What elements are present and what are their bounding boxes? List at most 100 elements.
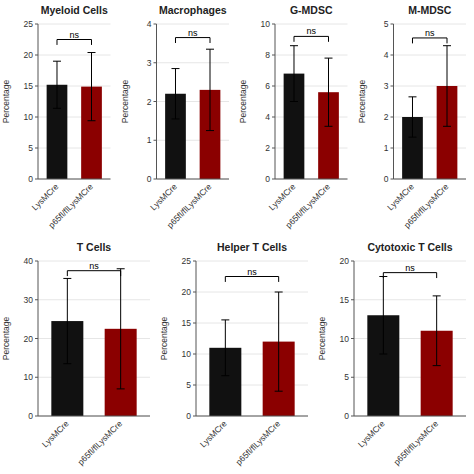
- axis-label: Percentage: [357, 79, 367, 123]
- error-bar: [408, 97, 416, 137]
- grid-line: [394, 55, 467, 56]
- tick-label: 20: [340, 256, 350, 266]
- tick-label: 3: [384, 81, 389, 91]
- y-axis: [196, 261, 197, 416]
- grid-line: [275, 179, 348, 180]
- grid-line: [157, 179, 230, 180]
- tick-label: 40: [24, 256, 34, 266]
- tick-label: LysMCre: [148, 181, 179, 212]
- error-bar: [63, 278, 71, 363]
- tick-label: 4: [384, 50, 389, 60]
- panel: T Cells010203040PercentagensLysMCrep65fl…: [1, 241, 150, 467]
- error-bar: [53, 61, 61, 108]
- tick-label: 5: [384, 19, 389, 29]
- tick-label: 25: [24, 19, 34, 29]
- error-bar: [433, 296, 441, 366]
- tick-label: 2: [265, 143, 270, 153]
- panel: Helper T Cells0510152025PercentagensLysM…: [159, 241, 308, 467]
- error-bar: [171, 69, 179, 119]
- annotation: ns: [405, 263, 415, 273]
- grid-line: [394, 179, 467, 180]
- error-bar: [88, 53, 96, 121]
- figure: Myeloid Cells0510152025PercentagensLysMC…: [0, 0, 474, 474]
- tick-label: p65fl/flLysMCre: [234, 418, 283, 467]
- tick-label: 10: [24, 112, 34, 122]
- tick-label: 10: [340, 334, 350, 344]
- grid-line: [394, 24, 467, 25]
- x-axis: [394, 179, 467, 180]
- bracket: [225, 277, 278, 282]
- grid-line: [157, 62, 230, 63]
- tick-label: 0: [28, 174, 33, 184]
- tick-label: p65fl/flLysMCre: [76, 418, 125, 467]
- marks: [209, 277, 294, 417]
- tick-label: LysMCre: [198, 418, 229, 449]
- grid-line: [275, 24, 348, 25]
- tick-label: 3: [147, 58, 152, 68]
- grid-line: [275, 55, 348, 56]
- bracket: [175, 38, 210, 43]
- y-axis: [38, 261, 39, 416]
- bracket: [67, 271, 120, 276]
- bracket: [383, 273, 436, 278]
- tick-label: LysMCre: [267, 181, 298, 212]
- tick-label: 10: [261, 19, 271, 29]
- tick-label: 8: [265, 50, 270, 60]
- grid-line: [354, 261, 466, 262]
- x-axis: [196, 416, 308, 417]
- title: G-MDSC: [290, 4, 333, 16]
- tick-label: 15: [182, 318, 192, 328]
- grid-line: [354, 416, 466, 417]
- tick-label: 1: [384, 143, 389, 153]
- error-bar: [379, 277, 387, 355]
- error-bar: [275, 292, 283, 391]
- tick-label: 20: [182, 287, 192, 297]
- y-axis: [354, 261, 355, 416]
- grid-line: [196, 261, 308, 262]
- y-axis: [38, 24, 39, 179]
- tick-label: 5: [344, 372, 349, 382]
- tick-label: 2: [147, 97, 152, 107]
- bracket: [412, 38, 447, 43]
- axis-label: Percentage: [238, 79, 248, 123]
- error-bar: [325, 58, 333, 126]
- x-axis: [38, 416, 150, 417]
- marks: [51, 269, 136, 416]
- error-bar: [290, 46, 298, 102]
- error-bar: [443, 46, 451, 127]
- tick-label: 5: [28, 143, 33, 153]
- axis-label: Percentage: [159, 316, 169, 360]
- axis-label: Percentage: [1, 316, 11, 360]
- marks: [47, 40, 102, 180]
- tick-label: p65fl/flLysMCre: [46, 181, 95, 230]
- annotation: ns: [69, 30, 79, 40]
- tick-label: 0: [344, 411, 349, 421]
- tick-label: 0: [186, 411, 191, 421]
- x-axis: [38, 179, 111, 180]
- grid-line: [38, 55, 111, 56]
- title: Cytotoxic T Cells: [367, 241, 452, 253]
- tick-label: 6: [265, 81, 270, 91]
- tick-label: p65fl/flLysMCre: [402, 181, 451, 230]
- title: Macrophages: [159, 4, 227, 16]
- tick-label: LysMCre: [30, 181, 61, 212]
- grid-line: [38, 299, 150, 300]
- panel: M-MDSC012345PercentagensLysMCrep65fl/flL…: [357, 4, 467, 230]
- grid-line: [354, 299, 466, 300]
- error-bar: [221, 320, 229, 376]
- tick-label: p65fl/flLysMCre: [165, 181, 214, 230]
- tick-label: 0: [147, 174, 152, 184]
- grid-line: [157, 24, 230, 25]
- tick-label: 1: [147, 135, 152, 145]
- panel: G-MDSC0246810PercentagensLysMCrep65fl/fl…: [238, 4, 348, 230]
- tick-label: 0: [384, 174, 389, 184]
- x-axis: [275, 179, 348, 180]
- tick-label: 5: [186, 380, 191, 390]
- tick-label: 30: [24, 295, 34, 305]
- y-axis: [275, 24, 276, 179]
- tick-label: p65fl/flLysMCre: [392, 418, 441, 467]
- grid-line: [38, 24, 111, 25]
- panel: Macrophages01234PercentagensLysMCrep65fl…: [120, 4, 230, 230]
- annotation: ns: [425, 28, 435, 38]
- tick-label: 10: [24, 372, 34, 382]
